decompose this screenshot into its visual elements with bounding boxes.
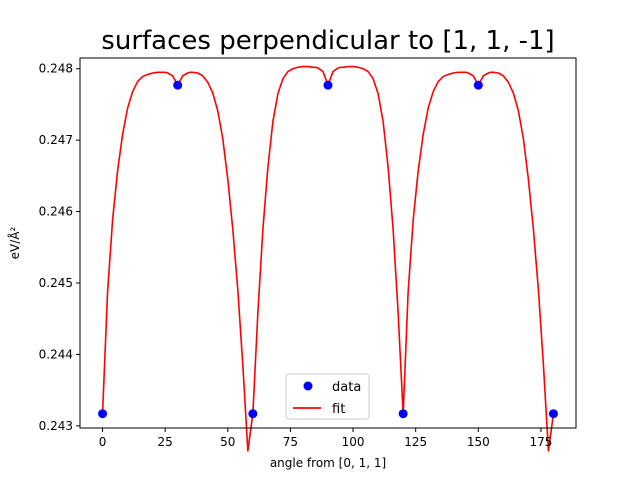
data-point bbox=[248, 409, 258, 419]
data-point bbox=[398, 409, 408, 419]
x-axis: 0 25 50 75 100 125 150 175 bbox=[99, 428, 552, 449]
x-tick-label: 50 bbox=[220, 435, 235, 449]
legend: data fit bbox=[285, 373, 370, 420]
y-tick-label: 0.244 bbox=[39, 347, 73, 361]
y-axis: 0.243 0.244 0.245 0.246 0.247 0.248 bbox=[39, 62, 80, 433]
y-tick-label: 0.243 bbox=[39, 419, 73, 433]
plot-frame bbox=[79, 57, 577, 429]
x-tick-label: 100 bbox=[342, 435, 365, 449]
data-point bbox=[98, 409, 108, 419]
data-point bbox=[323, 80, 333, 90]
x-axis-label: angle from [0, 1, 1] bbox=[270, 456, 386, 470]
plot-area bbox=[80, 58, 576, 428]
x-tick-label: 125 bbox=[404, 435, 427, 449]
legend-label-data: data bbox=[332, 380, 361, 395]
x-tick-label: 25 bbox=[158, 435, 173, 449]
legend-label-fit: fit bbox=[332, 402, 345, 417]
data-layer bbox=[98, 80, 558, 419]
x-tick-label: 0 bbox=[99, 435, 107, 449]
y-tick-label: 0.248 bbox=[39, 62, 73, 76]
data-point bbox=[173, 80, 183, 90]
x-tick-label: 175 bbox=[529, 435, 552, 449]
y-tick-label: 0.245 bbox=[39, 276, 73, 290]
x-tick-label: 75 bbox=[283, 435, 298, 449]
y-tick-label: 0.247 bbox=[39, 133, 73, 147]
y-tick-label: 0.246 bbox=[39, 205, 73, 219]
legend-marker-data bbox=[303, 381, 313, 391]
data-point bbox=[473, 80, 483, 90]
data-point bbox=[548, 409, 558, 419]
chart-title: surfaces perpendicular to [1, 1, -1] bbox=[101, 26, 554, 56]
y-axis-label: eV/Å² bbox=[7, 226, 22, 259]
x-tick-label: 150 bbox=[467, 435, 490, 449]
